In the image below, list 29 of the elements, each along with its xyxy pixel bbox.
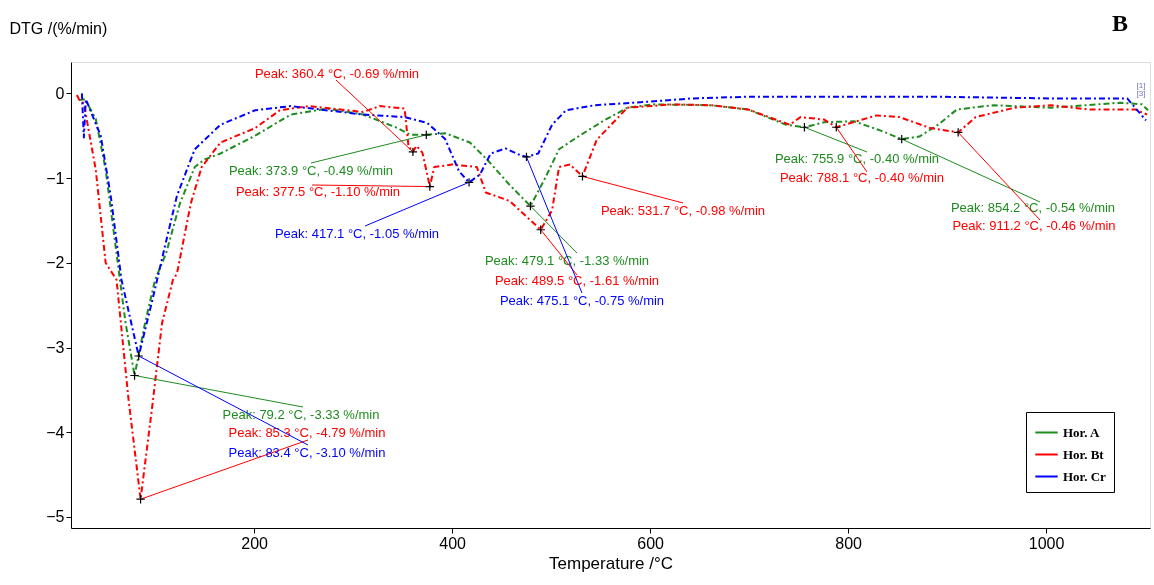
x-tick-label: 1000 xyxy=(1028,534,1065,552)
y-tick-label: −2 xyxy=(46,254,65,272)
x-tick-label: 600 xyxy=(637,534,665,552)
x-tick-label: 200 xyxy=(241,534,269,552)
y-tick-label: −3 xyxy=(46,339,65,357)
legend-label: Hor. Cr xyxy=(1063,468,1107,484)
x-tick-label: 800 xyxy=(835,534,863,552)
annotation: Peak: 417.1 °C, -1.05 %/min xyxy=(274,226,440,241)
legend-label: Hor. A xyxy=(1063,424,1100,440)
annotation: Peak: 531.7 °C, -0.98 %/min xyxy=(600,203,766,218)
x-axis-title: Temperature /°C xyxy=(549,553,673,573)
y-tick-label: −4 xyxy=(46,423,65,441)
y-tick-label: −1 xyxy=(46,169,65,187)
annotation: Peak: 475.1 °C, -0.75 %/min xyxy=(499,293,665,308)
annotation: [3] xyxy=(1136,89,1146,98)
y-axis-title: DTG /(%/min) xyxy=(9,19,108,37)
annotation: Peak: 85.3 °C, -4.79 %/min xyxy=(228,425,386,440)
annotation: Peak: 377.5 °C, -1.10 %/min xyxy=(235,184,401,199)
x-tick-label: 400 xyxy=(439,534,467,552)
legend-label: Hor. Bt xyxy=(1063,446,1105,462)
annotation: Peak: 79.2 °C, -3.33 %/min xyxy=(222,407,380,422)
annotation: Peak: 373.9 °C, -0.49 %/min xyxy=(228,163,394,178)
chart-title: B xyxy=(1111,10,1128,36)
annotation: Peak: 360.4 °C, -0.69 %/min xyxy=(254,66,420,81)
annotation: Peak: 788.1 °C, -0.40 %/min xyxy=(779,170,945,185)
y-tick-label: −5 xyxy=(46,508,65,526)
annotation: Peak: 911.2 °C, -0.46 %/min xyxy=(952,218,1116,233)
y-tick-label: 0 xyxy=(55,84,65,102)
annotation: [1] xyxy=(1136,81,1146,90)
